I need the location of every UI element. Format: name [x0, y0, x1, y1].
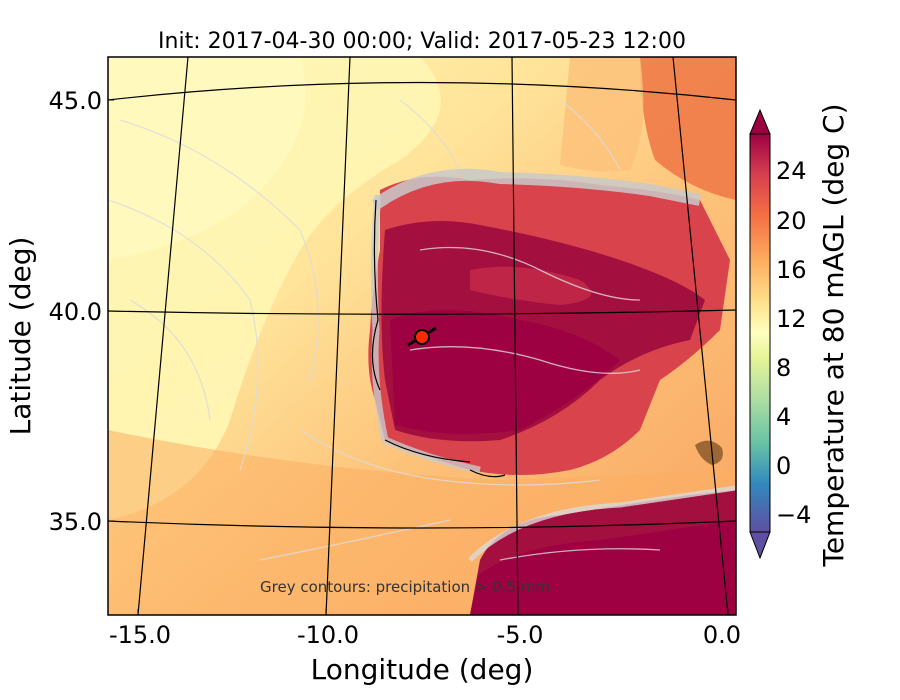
y-tick-label: 35.0 — [49, 508, 102, 536]
x-tick-label: -15.0 — [109, 621, 171, 649]
colorbar-label: Temperature at 80 mAGL (deg C) — [817, 103, 850, 567]
colorbar-tick-label: 24 — [776, 157, 807, 185]
colorbar-tick-label: 16 — [776, 256, 807, 284]
x-axis: -15.0 -10.0 -5.0 0.0 Longitude (deg) — [109, 609, 741, 686]
colorbar-tick-label: −4 — [776, 501, 811, 529]
colorbar-max-extend — [749, 108, 771, 135]
temperature-field — [108, 57, 736, 615]
colorbar-gradient — [749, 133, 771, 533]
location-marker — [407, 326, 437, 347]
x-tick-label: -10.0 — [297, 621, 359, 649]
colorbar-min-extend — [749, 531, 771, 560]
x-axis-label: Longitude (deg) — [311, 653, 534, 686]
y-axis: 45.0 40.0 35.0 Latitude (deg) — [4, 87, 114, 536]
chart-title: Init: 2017-04-30 00:00; Valid: 2017-05-2… — [158, 29, 686, 54]
colorbar: 24 20 16 12 8 4 0 −4 Temperature at 80 m… — [749, 103, 850, 568]
map-frame — [107, 56, 737, 616]
colorbar-tick-label: 0 — [776, 452, 791, 480]
x-tick-label: 0.0 — [703, 621, 741, 649]
x-tick-label: -5.0 — [497, 621, 544, 649]
colorbar-tick-label: 4 — [776, 403, 791, 431]
colorbar-tick-label: 20 — [776, 207, 807, 235]
precip-note: Grey contours: precipitation > 0.5 mm — [260, 578, 550, 596]
colorbar-tick-label: 12 — [776, 305, 807, 333]
y-tick-label: 40.0 — [49, 298, 102, 326]
graticule — [108, 57, 736, 615]
y-tick-label: 45.0 — [49, 87, 102, 115]
colorbar-tick-label: 8 — [776, 354, 791, 382]
y-axis-label: Latitude (deg) — [4, 237, 37, 436]
